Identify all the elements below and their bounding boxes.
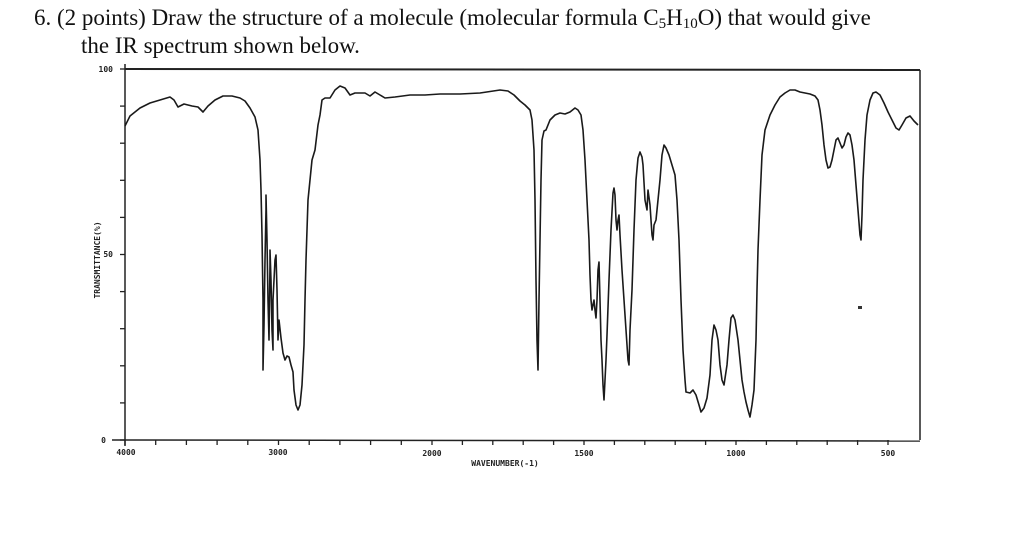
x-tick-3000: 3000 (268, 448, 287, 457)
formula-subscript-c: 5 (658, 16, 667, 32)
x-tick-500: 500 (881, 449, 896, 458)
y-tick-labels: 100 50 0 (99, 65, 114, 445)
formula-h: H (666, 5, 683, 30)
top-border (124, 68, 921, 71)
y-tick-50: 50 (103, 250, 113, 259)
y-axis-ticks (120, 68, 125, 441)
x-tick-1500: 1500 (574, 449, 593, 458)
question-points: (2 points) (57, 5, 146, 30)
x-tick-1000: 1000 (726, 449, 745, 458)
spectrum-trace (124, 85, 919, 418)
question-prompt: Draw the structure of a molecule (molecu… (151, 5, 659, 30)
formula-subscript-h: 10 (682, 16, 698, 32)
x-axis-ticks (124, 440, 889, 445)
question-prompt-end: O) that would give (697, 5, 871, 30)
x-axis (111, 439, 921, 442)
x-tick-4000: 4000 (116, 448, 135, 457)
y-axis-title: TRANSMITTANCE(%) (93, 221, 102, 298)
x-tick-2000: 2000 (422, 449, 441, 458)
x-axis-title: WAVENUMBER(-1) (471, 459, 538, 468)
question-text: 6. (2 points) Draw the structure of a mo… (34, 4, 871, 60)
y-tick-100: 100 (99, 65, 114, 74)
x-tick-labels: 4000 3000 2000 1500 1000 500 (116, 448, 895, 458)
y-tick-0: 0 (101, 436, 106, 445)
stray-mark (858, 306, 862, 309)
plot-frame (111, 64, 921, 446)
question-number: 6. (34, 5, 52, 30)
question-line2: the IR spectrum shown below. (81, 33, 360, 58)
